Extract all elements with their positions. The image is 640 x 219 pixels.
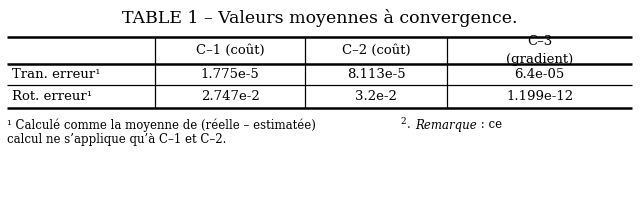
Text: Rot. erreur¹: Rot. erreur¹	[12, 90, 92, 103]
Text: 2: 2	[400, 117, 406, 125]
Text: 6.4e-05: 6.4e-05	[515, 68, 564, 81]
Text: C–3: C–3	[527, 35, 552, 48]
Text: : ce: : ce	[477, 118, 502, 131]
Text: 1.775e-5: 1.775e-5	[200, 68, 259, 81]
Text: 2.747e-2: 2.747e-2	[200, 90, 259, 103]
Text: 3.2e-2: 3.2e-2	[355, 90, 397, 103]
Text: C–2 (coût): C–2 (coût)	[342, 44, 410, 57]
Text: 1.199e-12: 1.199e-12	[506, 90, 573, 103]
Text: C–1 (coût): C–1 (coût)	[196, 44, 264, 57]
Text: Tran. erreur¹: Tran. erreur¹	[12, 68, 100, 81]
Text: ¹ Calculé comme la moyenne de (réelle – estimatée): ¹ Calculé comme la moyenne de (réelle – …	[7, 118, 316, 132]
Text: Remarque: Remarque	[415, 118, 477, 131]
Text: calcul ne s’applique qu’à C–1 et C–2.: calcul ne s’applique qu’à C–1 et C–2.	[7, 134, 227, 147]
Text: TABLE 1 – Valeurs moyennes à convergence.: TABLE 1 – Valeurs moyennes à convergence…	[122, 9, 518, 27]
Text: (gradient): (gradient)	[506, 53, 573, 66]
Text: 8.113e-5: 8.113e-5	[347, 68, 405, 81]
Text: .: .	[407, 118, 415, 131]
